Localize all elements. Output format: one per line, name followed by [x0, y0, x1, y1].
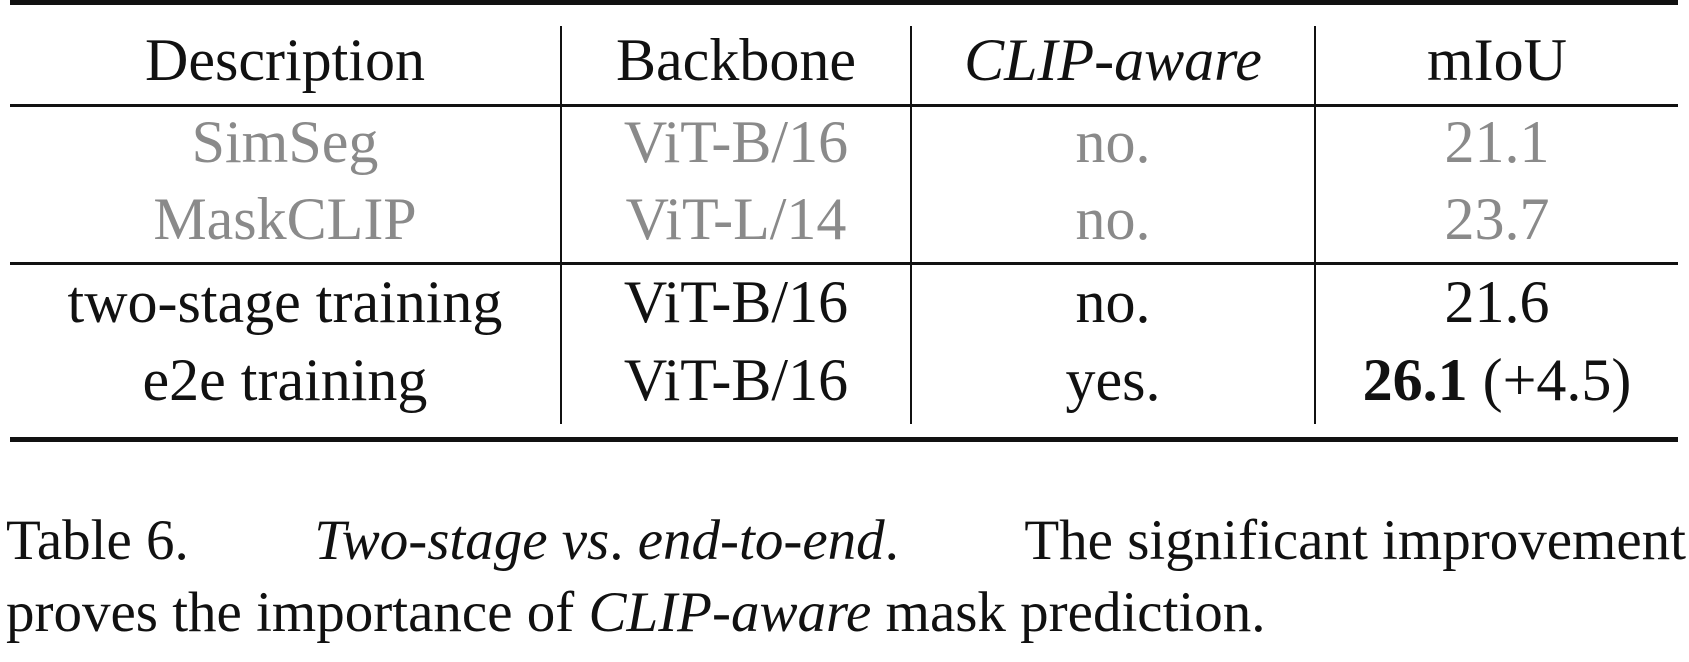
table-top-rule — [10, 0, 1678, 5]
cell-miou: 23.7 — [1444, 186, 1550, 252]
cell-miou: 26.1 (+4.5) — [1316, 340, 1678, 420]
header-backbone: Backbone — [616, 27, 856, 93]
cell-description: MaskCLIP — [153, 186, 417, 252]
table-header-row: Description Backbone CLIP-aware mIoU — [10, 20, 1678, 100]
caption-title: Two-stage vs. end-to-end. — [314, 509, 899, 572]
caption-label: Table 6. — [6, 509, 189, 572]
caption-line-2: proves the importance of CLIP-aware mask… — [6, 581, 1266, 644]
caption-line-1: Table 6. Two-stage vs. end-to-end. The s… — [6, 505, 1686, 577]
table-row: MaskCLIP ViT-L/14 no. 23.7 — [10, 179, 1678, 259]
table-mid-rule — [10, 262, 1678, 265]
cell-clip-aware: no. — [1075, 109, 1151, 175]
caption-emphasis: CLIP-aware — [588, 581, 872, 644]
miou-improvement: (+4.5) — [1482, 347, 1632, 413]
cell-clip-aware: yes. — [1065, 347, 1161, 413]
table-row: e2e training ViT-B/16 yes. 26.1 (+4.5) — [10, 340, 1678, 420]
cell-description: e2e training — [142, 347, 428, 413]
table-caption: Table 6. Two-stage vs. end-to-end. The s… — [6, 505, 1686, 649]
table-row: SimSeg ViT-B/16 no. 21.1 — [10, 102, 1678, 182]
cell-backbone: ViT-B/16 — [623, 109, 849, 175]
cell-backbone: ViT-B/16 — [623, 269, 849, 335]
results-table: Description Backbone CLIP-aware mIoU Sim… — [10, 0, 1678, 450]
header-clip-aware: CLIP-aware — [964, 27, 1262, 93]
column-divider — [560, 26, 562, 424]
table-bottom-rule — [10, 437, 1678, 442]
cell-miou: 21.6 — [1444, 269, 1550, 335]
table-header-rule — [10, 104, 1678, 107]
column-divider — [910, 26, 912, 424]
cell-description: two-stage training — [67, 269, 503, 335]
caption-text-line1: The significant improvement — [1024, 509, 1686, 572]
miou-best-value: 26.1 — [1362, 347, 1468, 413]
cell-backbone: ViT-L/14 — [625, 186, 847, 252]
cell-miou: 21.1 — [1444, 109, 1550, 175]
table-row: two-stage training ViT-B/16 no. 21.6 — [10, 262, 1678, 342]
cell-backbone: ViT-B/16 — [623, 347, 849, 413]
cell-description: SimSeg — [191, 109, 379, 175]
header-miou: mIoU — [1427, 27, 1567, 93]
cell-clip-aware: no. — [1075, 186, 1151, 252]
cell-clip-aware: no. — [1075, 269, 1151, 335]
column-divider — [1314, 26, 1316, 424]
header-description: Description — [145, 27, 425, 93]
